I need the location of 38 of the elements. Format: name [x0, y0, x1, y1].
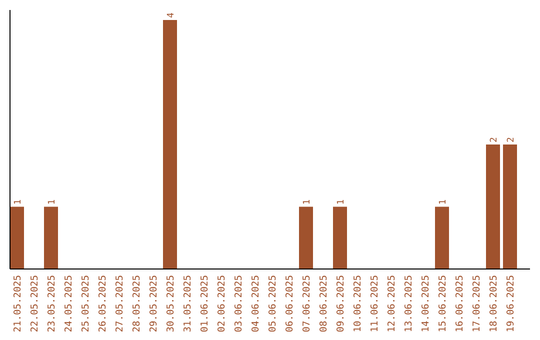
x-tick-label: 18.06.2025: [488, 275, 500, 332]
x-tick-label: 21.05.2025: [12, 275, 24, 332]
x-tick-label: 30.05.2025: [166, 275, 176, 332]
x-tick-label: 31.05.2025: [182, 275, 194, 332]
x-tick-label: 13.06.2025: [404, 275, 414, 332]
x-tick-label: 19.06.2025: [506, 275, 516, 332]
x-tick-label: 16.06.2025: [454, 275, 466, 332]
x-tick-label: 08.06.2025: [318, 275, 330, 332]
x-tick-label: 11.06.2025: [370, 275, 380, 332]
data-label: 2: [506, 137, 516, 142]
x-tick-label: 15.06.2025: [438, 275, 448, 332]
data-label: 1: [438, 199, 448, 205]
x-tick-label: 03.06.2025: [234, 275, 244, 332]
data-label: 2: [490, 137, 500, 142]
x-tick-label: 22.05.2025: [30, 275, 40, 332]
x-tick-label: 06.06.2025: [284, 275, 296, 332]
x-tick-label: 09.06.2025: [336, 275, 346, 332]
x-tick-label: 05.06.2025: [268, 275, 278, 332]
x-tick-label: 26.05.2025: [98, 275, 108, 332]
data-label: 1: [14, 199, 24, 205]
x-tick-label: 28.05.2025: [132, 275, 142, 332]
x-tick-label: 25.05.2025: [80, 275, 92, 332]
x-tick-label: 01.06.2025: [200, 275, 210, 332]
x-tick-label: 14.06.2025: [420, 275, 432, 332]
data-label: 1: [302, 199, 312, 205]
data-label: 4: [166, 12, 176, 18]
x-tick-label: 12.06.2025: [386, 275, 398, 332]
x-tick-label: 23.05.2025: [46, 275, 58, 332]
data-label: 1: [336, 199, 346, 205]
x-tick-label: 02.06.2025: [216, 275, 228, 332]
x-tick-label: 07.06.2025: [302, 275, 312, 332]
x-tick-label: 27.05.2025: [114, 275, 126, 332]
x-tick-label: 24.05.2025: [64, 275, 74, 332]
x-tick-label: 10.06.2025: [352, 275, 364, 332]
x-tick-label: 17.06.2025: [472, 275, 482, 332]
x-tick-label: 04.06.2025: [250, 275, 262, 332]
x-tick-label: 29.05.2025: [148, 275, 160, 332]
data-label: 1: [48, 199, 58, 205]
